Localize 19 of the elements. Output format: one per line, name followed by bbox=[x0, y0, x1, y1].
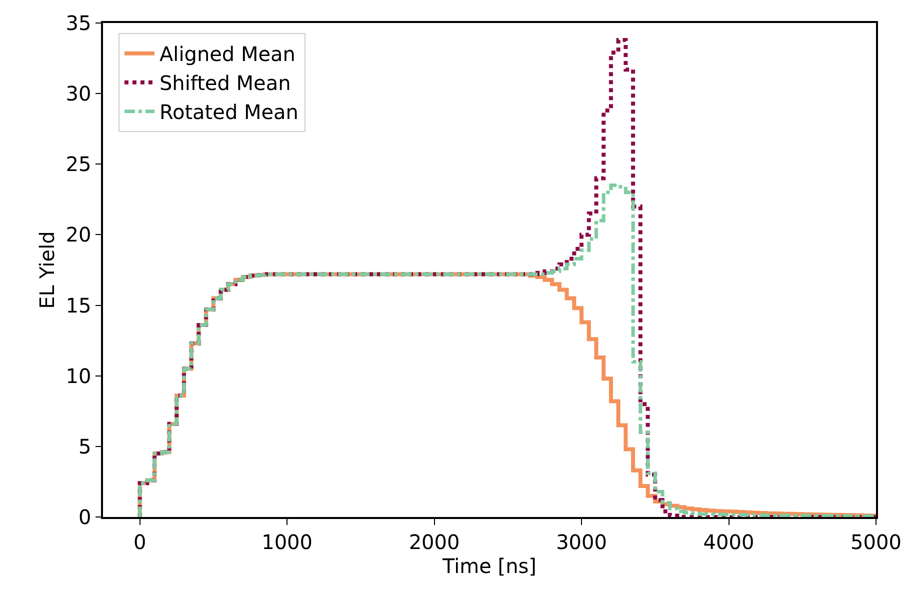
legend-label: Aligned Mean bbox=[159, 42, 296, 66]
y-tick-label: 30 bbox=[66, 82, 92, 106]
x-tick-label: 4000 bbox=[703, 530, 754, 554]
y-tick-label: 15 bbox=[66, 293, 92, 318]
y-tick-label: 25 bbox=[66, 152, 92, 176]
x-axis-title: Time [ns] bbox=[441, 554, 537, 578]
x-tick-label: 1000 bbox=[262, 530, 313, 554]
y-axis-title: EL Yield bbox=[34, 231, 59, 309]
x-tick-label: 2000 bbox=[408, 530, 460, 554]
y-tick-label: 5 bbox=[78, 434, 92, 458]
y-tick-label: 20 bbox=[66, 222, 92, 247]
x-tick-label: 5000 bbox=[850, 530, 902, 554]
y-tick-label: 0 bbox=[78, 505, 92, 529]
x-tick-label: 0 bbox=[133, 530, 146, 554]
y-tick-label: 10 bbox=[66, 364, 92, 388]
legend-label: Rotated Mean bbox=[159, 100, 298, 124]
legend-label: Shifted Mean bbox=[159, 71, 291, 96]
x-tick-label: 3000 bbox=[556, 530, 607, 554]
y-tick-label: 35 bbox=[66, 11, 92, 35]
